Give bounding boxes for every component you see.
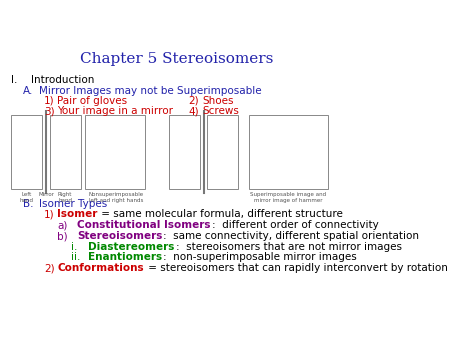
Text: 4): 4) [188, 106, 198, 116]
Text: a): a) [57, 220, 68, 230]
Text: b): b) [57, 231, 68, 241]
Text: Chapter 5 Stereoisomers: Chapter 5 Stereoisomers [80, 52, 273, 66]
Text: 1): 1) [44, 210, 55, 219]
Text: Conformations: Conformations [57, 263, 144, 273]
Text: Screws: Screws [202, 106, 239, 116]
Text: Shoes: Shoes [202, 96, 234, 106]
Text: Stereoisomers: Stereoisomers [77, 231, 162, 241]
Text: :  different order of connectivity: : different order of connectivity [212, 220, 378, 230]
Text: 2): 2) [44, 263, 55, 273]
Text: Your image in a mirror: Your image in a mirror [57, 106, 173, 116]
Text: Isomer: Isomer [57, 210, 98, 219]
Text: = stereoisomers that can rapidly interconvert by rotation: = stereoisomers that can rapidly interco… [145, 263, 448, 273]
Text: Mirror: Mirror [39, 192, 54, 197]
Text: Introduction: Introduction [31, 75, 94, 85]
Text: 2): 2) [188, 96, 198, 106]
Text: i.: i. [72, 242, 78, 252]
Text: Isomer Types: Isomer Types [39, 198, 107, 209]
Text: Right
hand: Right hand [58, 192, 72, 203]
Text: 3): 3) [44, 106, 55, 116]
Text: Mirror Images may not be Superimposable: Mirror Images may not be Superimposable [39, 86, 261, 96]
Text: Superimposable image and
mirror image of hammer: Superimposable image and mirror image of… [250, 192, 326, 203]
Text: I.: I. [11, 75, 17, 85]
Text: Pair of gloves: Pair of gloves [57, 96, 127, 106]
Text: = same molecular formula, different structure: = same molecular formula, different stru… [98, 210, 343, 219]
Text: Left
hand: Left hand [19, 192, 33, 203]
Text: Constitutional Isomers: Constitutional Isomers [77, 220, 210, 230]
Text: :  stereoisomers that are not mirror images: : stereoisomers that are not mirror imag… [176, 242, 402, 252]
Text: A.: A. [23, 86, 34, 96]
Text: Enantiomers: Enantiomers [89, 252, 162, 262]
Text: :  same connectivity, different spatial orientation: : same connectivity, different spatial o… [163, 231, 419, 241]
Text: ii.: ii. [72, 252, 81, 262]
Text: Nonsuperimposable
left and right hands: Nonsuperimposable left and right hands [88, 192, 143, 203]
Text: :  non-superimposable mirror images: : non-superimposable mirror images [163, 252, 357, 262]
Text: B.: B. [23, 198, 34, 209]
Text: 1): 1) [44, 96, 55, 106]
Text: Diastereomers: Diastereomers [89, 242, 175, 252]
